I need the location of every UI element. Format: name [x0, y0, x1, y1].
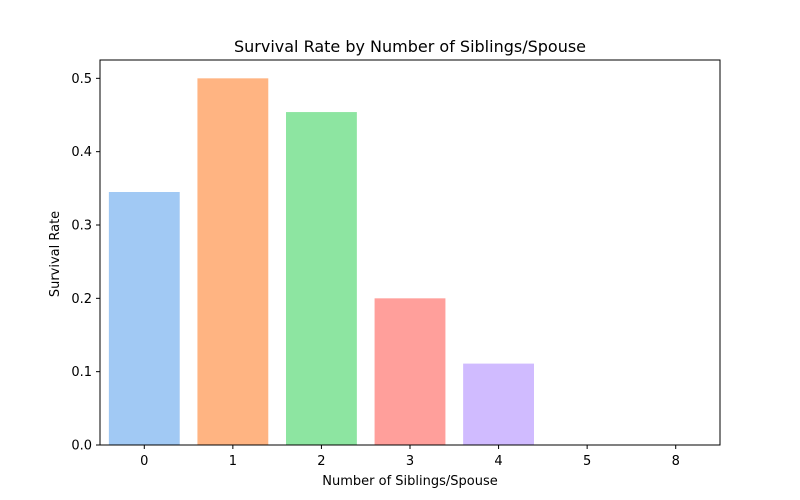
y-axis-ticks: 0.0 0.1 0.2 0.3 0.4 0.5 [71, 72, 100, 454]
x-tick-label-8: 8 [672, 454, 680, 469]
chart-title: Survival Rate by Number of Siblings/Spou… [234, 37, 586, 56]
bar-4 [463, 363, 534, 445]
bar-2 [286, 112, 357, 446]
y-tick-label-0.2: 0.2 [71, 292, 92, 307]
y-tick-label-0.0: 0.0 [71, 439, 92, 454]
x-axis-label: Number of Siblings/Spouse [322, 474, 497, 489]
y-tick-label-0.3: 0.3 [71, 219, 92, 234]
y-axis-label: Survival Rate [48, 211, 63, 297]
bar-1 [197, 78, 269, 445]
x-tick-label-3: 3 [406, 454, 414, 469]
y-tick-label-0.4: 0.4 [71, 145, 92, 160]
x-tick-label-1: 1 [229, 454, 237, 469]
plot-frame [99, 59, 721, 446]
x-tick-label-2: 2 [317, 454, 325, 469]
x-axis-ticks: 0 1 2 3 4 5 8 [140, 445, 680, 469]
x-tick-label-0: 0 [140, 454, 148, 469]
bar-0 [108, 192, 180, 445]
x-tick-label-5: 5 [583, 454, 591, 469]
x-tick-label-4: 4 [494, 454, 502, 469]
y-tick-label-0.1: 0.1 [71, 365, 92, 380]
bar-3 [374, 298, 446, 445]
y-tick-label-0.5: 0.5 [71, 72, 92, 87]
bars-group [108, 78, 534, 446]
